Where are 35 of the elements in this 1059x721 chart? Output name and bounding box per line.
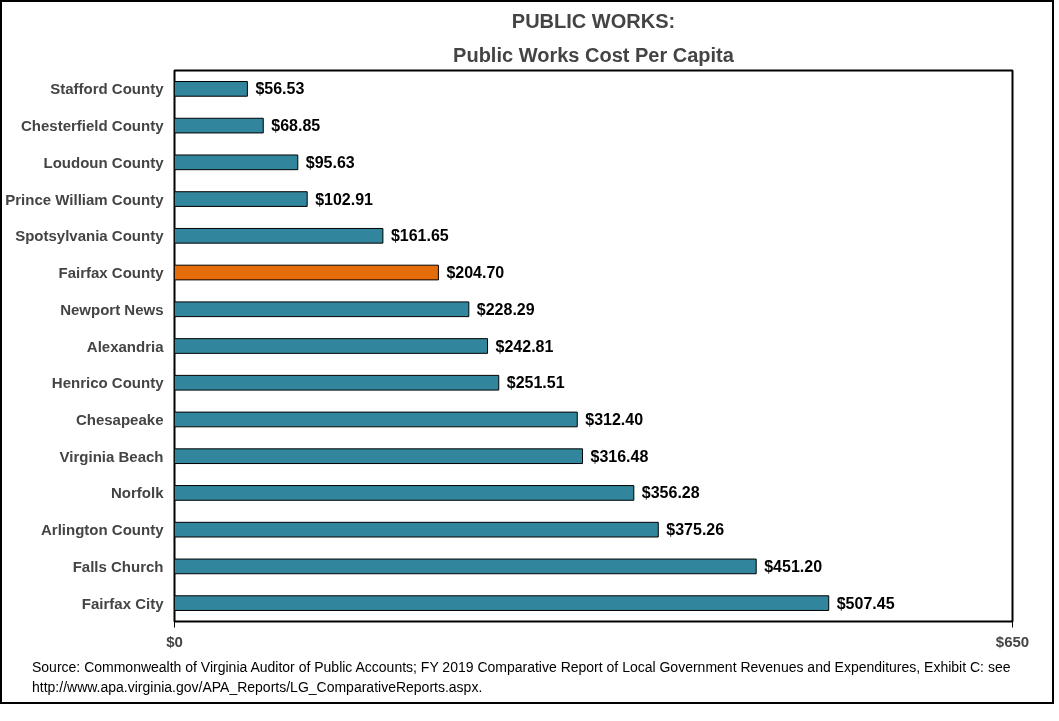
y-tick-label: Virginia Beach	[59, 447, 164, 465]
y-tick-label: Henrico County	[51, 374, 165, 392]
y-tick-label: Alexandria	[86, 337, 165, 355]
y-tick-label: Falls Church	[72, 557, 164, 575]
y-tick-label: Arlington County	[41, 521, 165, 539]
data-label: $356.28	[641, 484, 700, 502]
y-tick-label: Spotsylvania County	[15, 227, 165, 245]
y-tick-label: Norfolk	[111, 484, 165, 502]
data-label: $451.20	[764, 557, 823, 575]
y-tick-label: Chesapeake	[75, 410, 164, 428]
data-label: $316.48	[590, 447, 649, 465]
y-tick-label: Loudoun County	[43, 153, 165, 171]
data-label: $102.91	[315, 190, 374, 208]
data-label: $56.53	[255, 80, 305, 98]
data-label: $375.26	[666, 521, 725, 539]
y-tick-label: Stafford County	[50, 80, 165, 98]
data-label: $161.65	[390, 227, 449, 245]
data-label: $68.85	[271, 117, 321, 135]
chart-title: PUBLIC WORKS:	[511, 9, 676, 32]
x-tick-label: $650	[995, 632, 1030, 650]
data-label: $242.81	[495, 337, 554, 355]
data-label: $507.45	[836, 594, 895, 612]
y-tick-label: Prince William County	[5, 190, 165, 208]
data-label: $251.51	[506, 374, 565, 392]
y-tick-label: Fairfax City	[81, 594, 165, 612]
chart-subtitle: Public Works Cost Per Capita	[453, 43, 735, 66]
x-tick-label: $0	[166, 632, 183, 650]
source-note: Source: Commonwealth of Virginia Auditor of Public Accounts; FY 2019 Comparative Report of Local Government Revenues and Expenditures, Exhibit C: see http://www.apa.virginia.gov/APA_Reports/LG_ComparativeReports.aspx.	[32, 658, 1012, 697]
data-label: $95.63	[305, 153, 355, 171]
y-tick-label: Fairfax County	[58, 264, 165, 282]
data-label: $312.40	[585, 410, 644, 428]
data-label: $228.29	[476, 300, 535, 318]
y-tick-label: Chesterfield County	[20, 117, 165, 135]
data-label: $204.70	[446, 264, 505, 282]
y-tick-label: Newport News	[60, 300, 164, 318]
